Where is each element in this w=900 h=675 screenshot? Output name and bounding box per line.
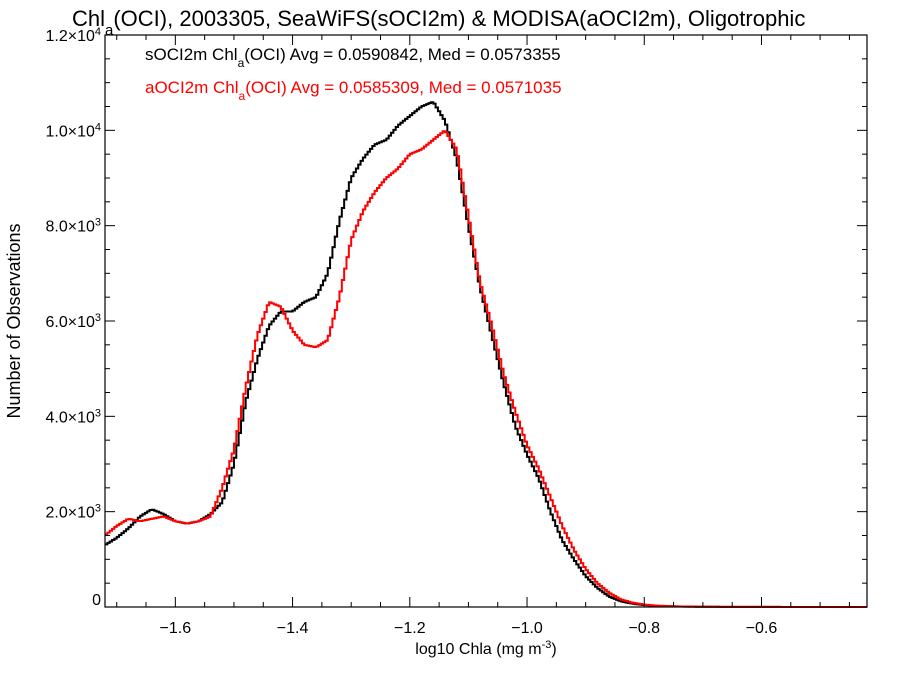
y-tick-label: 8.0×103 [45, 217, 101, 236]
plot-frame [104, 34, 868, 608]
x-tick-label: −1.4 [277, 620, 309, 637]
legend-entry-aoci2m: aOCI2m Chla(OCI) Avg = 0.0585309, Med = … [145, 78, 562, 103]
x-tick-label: −1.6 [160, 620, 192, 637]
chart-title: Chla(OCI), 2003305, SeaWiFS(sOCI2m) & MO… [72, 6, 805, 39]
y-axis-label: Number of Observations [4, 223, 24, 418]
x-tick-label: −1.2 [394, 620, 426, 637]
y-tick-label: 4.0×103 [45, 407, 101, 426]
x-tick-label: −1.0 [511, 620, 543, 637]
y-tick-label: 0 [92, 592, 101, 609]
y-tick-label: 1.2×104 [45, 26, 101, 45]
ticks-layer: −1.6 −1.4 −1.2 −1.0 −0.8 −0.6 0 2.0×103 4.0×103 6… [45, 26, 867, 637]
x-tick-label: −0.6 [746, 620, 778, 637]
x-axis-label: log10 Chla (mg m-3) [415, 639, 556, 658]
y-tick-label: 1.0×104 [45, 121, 101, 140]
legend-entry-soci2m: sOCI2m Chla(OCI) Avg = 0.0590842, Med = … [145, 45, 561, 70]
y-tick-label: 6.0×103 [45, 312, 101, 331]
x-tick-label: −0.8 [628, 620, 660, 637]
y-tick-label: 2.0×103 [45, 503, 101, 522]
